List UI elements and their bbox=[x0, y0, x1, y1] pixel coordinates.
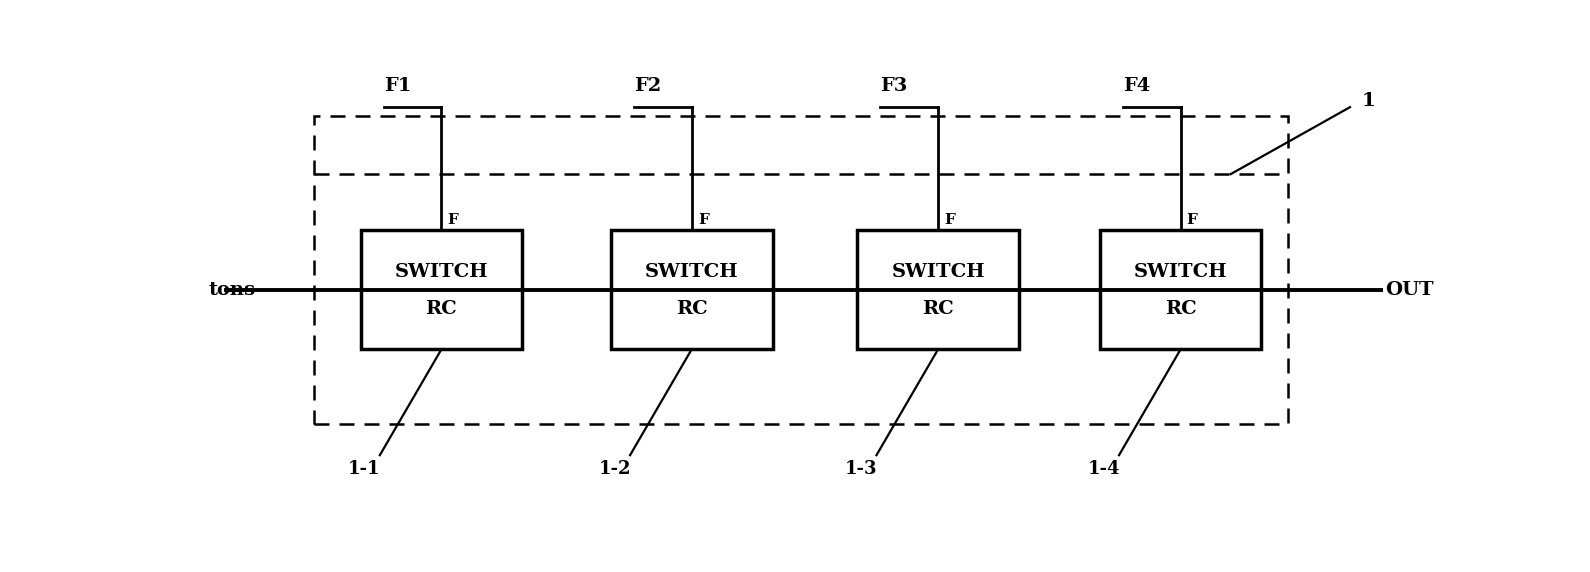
Text: SWITCH: SWITCH bbox=[394, 263, 488, 281]
Text: F2: F2 bbox=[634, 77, 661, 95]
Text: F: F bbox=[1186, 213, 1197, 227]
Text: tons: tons bbox=[208, 281, 256, 299]
Bar bbox=[1100, 230, 1261, 349]
Text: 1-2: 1-2 bbox=[598, 460, 631, 478]
Text: RC: RC bbox=[676, 300, 708, 318]
Text: SWITCH: SWITCH bbox=[1134, 263, 1227, 281]
Text: 1-1: 1-1 bbox=[348, 460, 380, 478]
Text: F: F bbox=[448, 213, 458, 227]
Text: OUT: OUT bbox=[1385, 281, 1433, 299]
Text: F4: F4 bbox=[1123, 77, 1150, 95]
Text: 1-4: 1-4 bbox=[1088, 460, 1119, 478]
Bar bbox=[361, 230, 522, 349]
Text: F: F bbox=[944, 213, 956, 227]
Text: 1-3: 1-3 bbox=[844, 460, 878, 478]
Text: F3: F3 bbox=[881, 77, 908, 95]
Text: RC: RC bbox=[922, 300, 954, 318]
Text: SWITCH: SWITCH bbox=[892, 263, 984, 281]
Bar bbox=[857, 230, 1019, 349]
Text: RC: RC bbox=[426, 300, 458, 318]
Bar bbox=[611, 230, 773, 349]
Text: 1: 1 bbox=[1361, 92, 1375, 110]
Text: F: F bbox=[698, 213, 709, 227]
Bar bbox=[315, 116, 1288, 424]
Text: SWITCH: SWITCH bbox=[646, 263, 738, 281]
Text: F1: F1 bbox=[383, 77, 412, 95]
Text: RC: RC bbox=[1165, 300, 1197, 318]
